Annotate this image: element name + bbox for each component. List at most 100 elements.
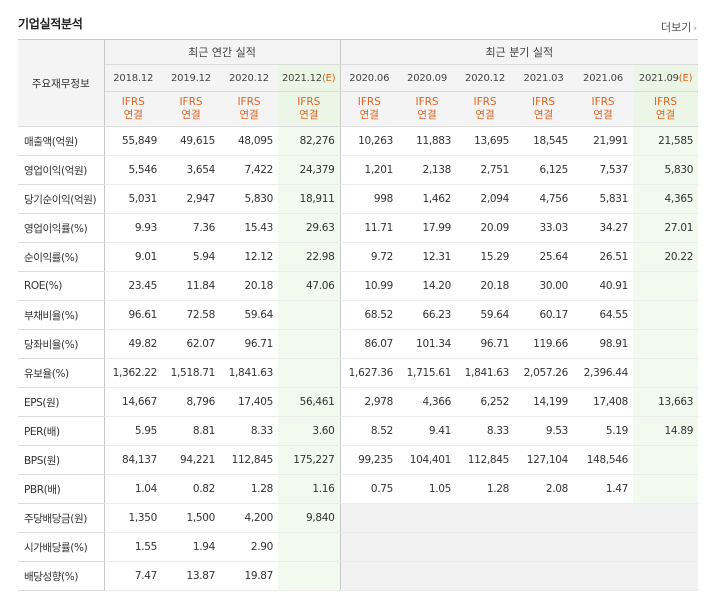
table-cell: 14.20	[398, 271, 457, 301]
table-cell: 72.58	[162, 300, 220, 330]
table-cell	[456, 503, 515, 533]
table-row: EPS(원) 14,667 8,796 17,405 56,461 2,978 4,366 6…	[18, 387, 699, 417]
table-cell: 1.28	[456, 474, 515, 504]
table-cell: 60.17	[514, 300, 574, 330]
table-cell: 13.87	[162, 561, 220, 591]
table-cell: 5,830	[633, 155, 699, 185]
more-link[interactable]: 더보기 ›	[661, 19, 697, 35]
table-cell: 148,546	[573, 445, 634, 475]
ifrs-badge: IFRS 연결	[278, 91, 341, 127]
table-cell: 4,365	[633, 184, 699, 214]
table-cell: 7,537	[573, 155, 634, 185]
period-header: 2020.06	[340, 64, 399, 92]
table-cell: 7.36	[162, 213, 220, 243]
table-cell: 8,796	[162, 387, 220, 417]
table-cell: 55,849	[104, 126, 162, 156]
row-label: 영업이익률(%)	[18, 213, 105, 243]
table-row: 영업이익률(%) 9.93 7.36 15.43 29.63 11.71 17.99 20.0…	[18, 213, 699, 243]
table-cell: 21,585	[633, 126, 699, 156]
ifrs-label: IFRS	[297, 96, 321, 108]
table-row: 유보율(%) 1,362.22 1,518.71 1,841.63 1,627.36 1,…	[18, 358, 699, 388]
row-label: EPS(원)	[18, 387, 105, 417]
table-cell: 96.61	[104, 300, 162, 330]
table-cell: 9.41	[398, 416, 457, 446]
table-cell: 4,756	[514, 184, 574, 214]
ifrs-badge: IFRS 연결	[514, 91, 574, 127]
table-cell: 1,350	[104, 503, 162, 533]
table-cell: 17.99	[398, 213, 457, 243]
consolidated-label: 연결	[655, 109, 676, 121]
table-cell: 998	[340, 184, 399, 214]
ifrs-badge: IFRS 연결	[456, 91, 515, 127]
table-cell: 84,137	[104, 445, 162, 475]
quarter-group-header: 최근 분기 실적	[340, 39, 699, 65]
table-row: PBR(배) 1.04 0.82 1.28 1.16 0.75 1.05 1.28 2.08 1.…	[18, 474, 699, 504]
table-cell: 6,125	[514, 155, 574, 185]
table-cell: 2,947	[162, 184, 220, 214]
table-cell	[633, 474, 699, 504]
ifrs-badge: IFRS 연결	[398, 91, 457, 127]
table-cell: 47.06	[278, 271, 341, 301]
table-cell: 13,695	[456, 126, 515, 156]
row-label: 유보율(%)	[18, 358, 105, 388]
row-label: 배당성향(%)	[18, 561, 105, 591]
consolidated-label: 연결	[533, 109, 554, 121]
table-cell: 21,991	[573, 126, 634, 156]
annual-group-header: 최근 연간 실적	[104, 39, 341, 65]
table-cell: 119.66	[514, 329, 574, 359]
table-cell: 2,396.44	[573, 358, 634, 388]
row-label: 당좌비율(%)	[18, 329, 105, 359]
section-title: 기업실적분석	[18, 17, 83, 31]
table-cell: 1.47	[573, 474, 634, 504]
table-cell: 3,654	[162, 155, 220, 185]
table-cell	[573, 532, 634, 562]
table-cell: 0.82	[162, 474, 220, 504]
ifrs-badge: IFRS 연결	[162, 91, 220, 127]
row-label: 영업이익(억원)	[18, 155, 105, 185]
table-cell: 12.12	[220, 242, 278, 272]
ifrs-badge: IFRS 연결	[104, 91, 162, 127]
period-header: 2019.12	[162, 64, 220, 92]
table-row: 영업이익(억원) 5,546 3,654 7,422 24,379 1,201 2,138 2…	[18, 155, 699, 185]
financial-summary-table: 주요재무정보 최근 연간 실적 최근 분기 실적 2018.12 2019.12 2…	[18, 39, 699, 591]
corner-label: 주요재무정보	[18, 39, 105, 127]
table-row: 당좌비율(%) 49.82 62.07 96.71 86.07 101.34 96.71 11…	[18, 329, 699, 359]
table-cell: 62.07	[162, 329, 220, 359]
table-cell	[278, 329, 341, 359]
table-cell: 1.05	[398, 474, 457, 504]
table-cell: 25.64	[514, 242, 574, 272]
table-cell: 1.94	[162, 532, 220, 562]
more-link-label[interactable]: 더보기	[661, 21, 692, 34]
consolidated-label: 연결	[475, 109, 495, 121]
table-cell: 22.98	[278, 242, 341, 272]
table-cell	[514, 503, 574, 533]
table-cell: 18,545	[514, 126, 574, 156]
table-cell: 24,379	[278, 155, 341, 185]
chevron-right-icon: ›	[693, 24, 697, 34]
consolidated-label: 연결	[123, 109, 143, 121]
table-cell: 11.84	[162, 271, 220, 301]
table-cell: 2,138	[398, 155, 457, 185]
ifrs-label: IFRS	[654, 96, 678, 108]
table-cell: 7.47	[104, 561, 162, 591]
table-cell: 8.33	[456, 416, 515, 446]
table-cell: 48,095	[220, 126, 278, 156]
table-cell: 1.55	[104, 532, 162, 562]
table-cell: 1,201	[340, 155, 399, 185]
period-label: 2020.12	[465, 72, 505, 84]
table-cell: 20.22	[633, 242, 699, 272]
table-cell: 4,366	[398, 387, 457, 417]
table-cell	[456, 532, 515, 562]
table-cell: 17,405	[220, 387, 278, 417]
table-cell: 68.52	[340, 300, 399, 330]
table-cell: 8.81	[162, 416, 220, 446]
table-cell	[340, 561, 399, 591]
table-cell: 59.64	[456, 300, 515, 330]
table-cell	[633, 561, 699, 591]
table-cell: 14,199	[514, 387, 574, 417]
table-cell	[340, 532, 399, 562]
table-cell: 6,252	[456, 387, 515, 417]
table-cell: 1,841.63	[220, 358, 278, 388]
estimate-mark: (E)	[678, 72, 693, 84]
table-cell	[278, 561, 341, 591]
